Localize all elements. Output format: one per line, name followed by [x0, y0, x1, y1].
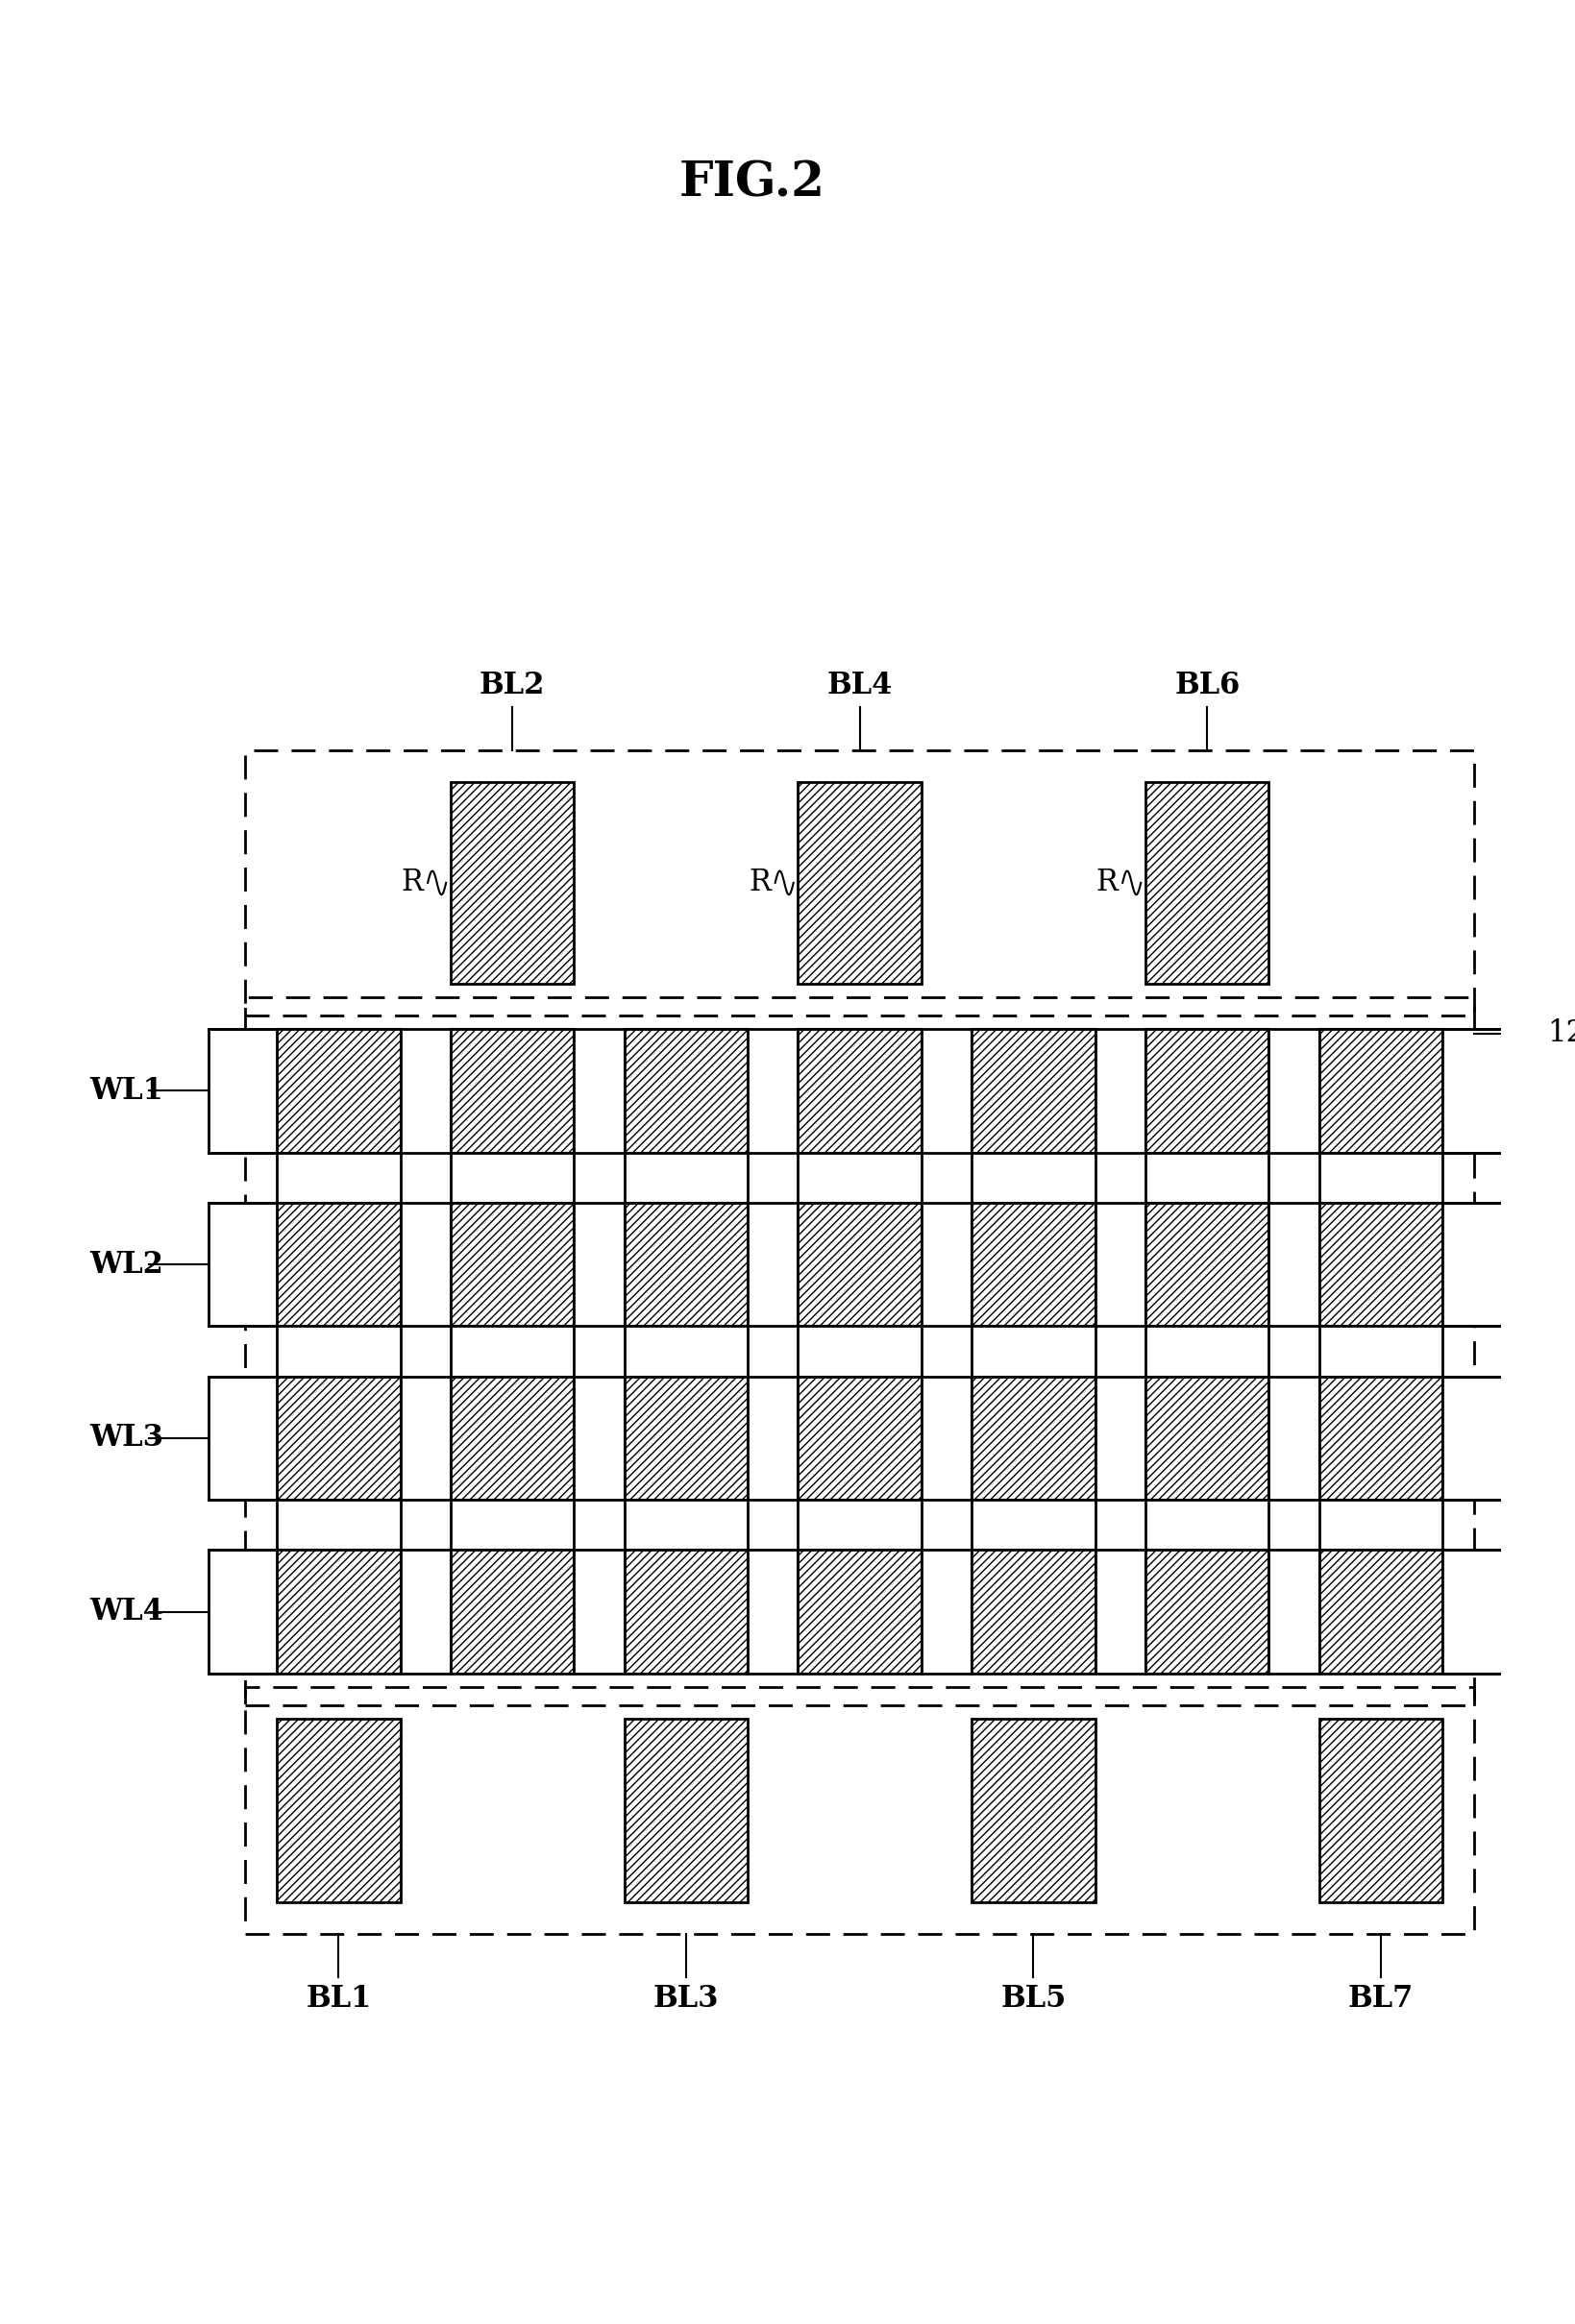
- Bar: [1320, 1030, 1443, 1153]
- Bar: [208, 1030, 277, 1153]
- Text: BL2: BL2: [479, 669, 545, 700]
- Text: WL2: WL2: [90, 1250, 164, 1278]
- Bar: [1443, 1204, 1510, 1327]
- Text: BL1: BL1: [306, 1985, 372, 2015]
- Bar: [624, 1550, 748, 1673]
- Bar: [246, 997, 1474, 1706]
- Bar: [277, 1376, 400, 1499]
- Bar: [624, 1376, 748, 1499]
- Text: BL6: BL6: [1175, 669, 1240, 700]
- Bar: [799, 1376, 921, 1499]
- Bar: [208, 1376, 277, 1499]
- Bar: [277, 1030, 400, 1153]
- Bar: [1320, 1204, 1443, 1327]
- Bar: [208, 1204, 277, 1327]
- Bar: [450, 1030, 573, 1153]
- Bar: [450, 783, 573, 983]
- Text: BL7: BL7: [1348, 1985, 1414, 2015]
- Bar: [450, 1204, 573, 1327]
- Bar: [1145, 783, 1269, 983]
- Text: R: R: [402, 867, 424, 897]
- Text: R: R: [748, 867, 770, 897]
- Bar: [1443, 1030, 1510, 1153]
- Text: WL1: WL1: [90, 1076, 164, 1106]
- Bar: [799, 1030, 921, 1153]
- Bar: [799, 1550, 921, 1673]
- Bar: [1443, 1376, 1510, 1499]
- Bar: [1145, 1376, 1269, 1499]
- Bar: [1145, 1204, 1269, 1327]
- Text: R: R: [1096, 867, 1118, 897]
- Bar: [1443, 1550, 1510, 1673]
- Bar: [277, 1550, 400, 1673]
- Bar: [972, 1720, 1095, 1901]
- Text: FIG.2: FIG.2: [679, 160, 825, 207]
- Bar: [972, 1030, 1095, 1153]
- Text: BL4: BL4: [827, 669, 893, 700]
- Bar: [1320, 1550, 1443, 1673]
- Bar: [799, 1204, 921, 1327]
- Bar: [450, 1376, 573, 1499]
- Bar: [624, 1720, 748, 1901]
- Text: WL4: WL4: [90, 1597, 164, 1627]
- Bar: [1145, 1030, 1269, 1153]
- Text: BL5: BL5: [1000, 1985, 1066, 2015]
- Bar: [972, 1376, 1095, 1499]
- Bar: [799, 783, 921, 983]
- Text: 12: 12: [1548, 1018, 1575, 1048]
- Bar: [277, 1204, 400, 1327]
- Bar: [277, 1720, 400, 1901]
- Bar: [208, 1550, 277, 1673]
- Bar: [1320, 1720, 1443, 1901]
- Text: BL3: BL3: [654, 1985, 718, 2015]
- Bar: [972, 1204, 1095, 1327]
- Text: WL3: WL3: [90, 1422, 164, 1452]
- Bar: [972, 1550, 1095, 1673]
- Bar: [276, 1027, 1443, 1673]
- Bar: [1145, 1550, 1269, 1673]
- Bar: [624, 1204, 748, 1327]
- Bar: [624, 1030, 748, 1153]
- Bar: [246, 1687, 1474, 1934]
- Bar: [246, 751, 1474, 1016]
- Bar: [1320, 1376, 1443, 1499]
- Bar: [450, 1550, 573, 1673]
